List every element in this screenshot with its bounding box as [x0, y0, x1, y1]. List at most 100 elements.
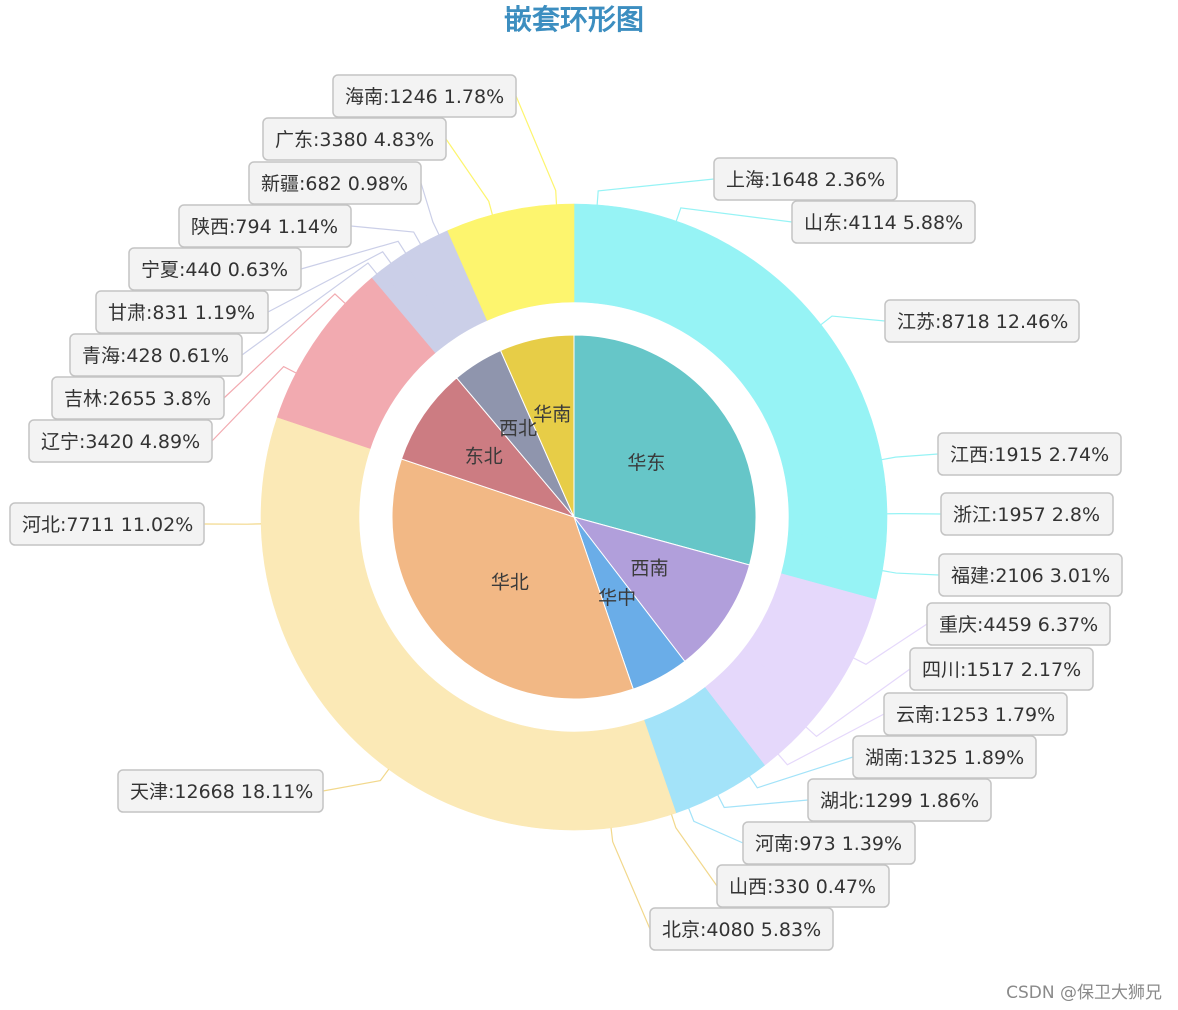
- callout-box: [938, 553, 1123, 597]
- callout-box: [332, 74, 517, 118]
- callout-江苏: 江苏:8718 12.46%: [884, 299, 1080, 343]
- callout-box: [716, 864, 890, 908]
- callout-辽宁: 辽宁:3420 4.89%: [28, 419, 213, 463]
- inner-slice-华南: [499, 334, 575, 518]
- callout-box: [248, 161, 422, 205]
- callout-label: 陕西:794 1.14%: [191, 216, 338, 238]
- callout-box: [95, 290, 269, 334]
- leader-line-重庆: [853, 623, 928, 665]
- leader-line-海南: [515, 95, 558, 205]
- leader-line-辽宁: [211, 365, 297, 442]
- callout-上海: 上海:1648 2.36%: [713, 157, 898, 201]
- inner-label-华南: 华南: [533, 404, 571, 426]
- leader-line-湖南: [748, 756, 854, 789]
- callout-label: 江苏:8718 12.46%: [897, 311, 1068, 333]
- callout-box: [937, 432, 1122, 476]
- inner-label-西北: 西北: [499, 417, 537, 439]
- callout-box: [117, 769, 324, 813]
- callout-box: [807, 778, 992, 822]
- watermark: CSDN @保卫大狮兄: [1006, 983, 1162, 1003]
- outer-slice-海南: [538, 203, 575, 304]
- callout-label: 福建:2106 3.01%: [951, 565, 1110, 587]
- callout-label: 云南:1253 1.79%: [896, 704, 1055, 726]
- inner-label-西南: 西南: [631, 558, 669, 580]
- callout-四川: 四川:1517 2.17%: [909, 647, 1094, 691]
- leader-line-新疆: [420, 182, 440, 235]
- callout-天津: 天津:12668 18.11%: [117, 769, 324, 813]
- callout-box: [742, 821, 916, 865]
- leader-line-甘肃: [267, 251, 392, 313]
- callout-江西: 江西:1915 2.74%: [937, 432, 1122, 476]
- callout-box: [883, 692, 1068, 736]
- leader-line-吉林: [223, 293, 346, 399]
- inner-label-东北: 东北: [465, 446, 503, 468]
- leader-line-天津: [322, 768, 390, 792]
- callout-北京: 北京:4080 5.83%: [649, 907, 834, 951]
- callout-label: 广东:3380 4.83%: [275, 129, 434, 151]
- callout-labels: 上海:1648 2.36% 山东:4114 5.88% 江苏:8718 12.46%…: [9, 74, 1123, 951]
- inner-slice-东北: [400, 377, 576, 519]
- callout-云南: 云南:1253 1.79%: [883, 692, 1068, 736]
- callout-box: [852, 735, 1037, 779]
- callout-新疆: 新疆:682 0.98%: [248, 161, 422, 205]
- outer-slice-浙江: [787, 486, 888, 542]
- callout-label: 北京:4080 5.83%: [662, 919, 821, 941]
- callout-box: [909, 647, 1094, 691]
- callout-陕西: 陕西:794 1.14%: [178, 204, 352, 248]
- callout-重庆: 重庆:4459 6.37%: [926, 602, 1111, 646]
- callout-湖南: 湖南:1325 1.89%: [852, 735, 1037, 779]
- callout-box: [51, 376, 225, 420]
- inner-slice-华东: [573, 334, 757, 566]
- callout-box: [649, 907, 834, 951]
- leader-line-河南: [688, 808, 744, 844]
- callout-label: 天津:12668 18.11%: [130, 781, 313, 803]
- leader-line-北京: [610, 827, 651, 930]
- leader-line-湖北: [717, 794, 809, 809]
- leader-line-江苏: [820, 315, 886, 326]
- callout-label: 新疆:682 0.98%: [261, 173, 408, 195]
- callout-box: [128, 247, 302, 291]
- callout-label: 辽宁:3420 4.89%: [41, 431, 200, 453]
- callout-海南: 海南:1246 1.78%: [332, 74, 517, 118]
- callout-label: 河北:7711 11.02%: [22, 514, 193, 536]
- callout-label: 浙江:1957 2.8%: [953, 504, 1100, 526]
- callout-label: 江西:1915 2.74%: [950, 444, 1109, 466]
- callout-label: 海南:1246 1.78%: [345, 86, 504, 108]
- leader-line-宁夏: [300, 240, 407, 270]
- leader-line-云南: [777, 713, 885, 766]
- callout-甘肃: 甘肃:831 1.19%: [95, 290, 269, 334]
- callout-box: [178, 204, 352, 248]
- callout-label: 山西:330 0.47%: [729, 876, 876, 898]
- callout-山东: 山东:4114 5.88%: [791, 200, 976, 244]
- callout-浙江: 浙江:1957 2.8%: [940, 492, 1114, 536]
- inner-slice-西南: [572, 516, 751, 663]
- callout-吉林: 吉林:2655 3.8%: [51, 376, 225, 420]
- callout-label: 河南:973 1.39%: [755, 833, 902, 855]
- callout-河南: 河南:973 1.39%: [742, 821, 916, 865]
- callout-label: 吉林:2655 3.8%: [64, 388, 211, 410]
- leader-line-四川: [805, 668, 911, 738]
- callout-label: 宁夏:440 0.63%: [141, 259, 288, 281]
- outer-slice-河北: [260, 416, 374, 631]
- leader-line-山东: [675, 207, 793, 223]
- leader-line-江西: [881, 453, 939, 461]
- callout-广东: 广东:3380 4.83%: [262, 117, 447, 161]
- leader-line-陕西: [350, 225, 422, 245]
- inner-label-华中: 华中: [598, 587, 636, 609]
- leader-line-福建: [882, 570, 940, 576]
- callout-box: [28, 419, 213, 463]
- callout-label: 甘肃:831 1.19%: [108, 302, 255, 324]
- outer-slice-天津: [281, 594, 561, 830]
- callout-label: 上海:1648 2.36%: [726, 169, 885, 191]
- callout-湖北: 湖北:1299 1.86%: [807, 778, 992, 822]
- callout-label: 湖北:1299 1.86%: [820, 790, 979, 812]
- inner-label-华北: 华北: [491, 572, 529, 594]
- callout-青海: 青海:428 0.61%: [69, 333, 243, 377]
- callout-box: [9, 502, 205, 546]
- callout-label: 湖南:1325 1.89%: [865, 747, 1024, 769]
- callout-box: [940, 492, 1114, 536]
- callout-河北: 河北:7711 11.02%: [9, 502, 205, 546]
- callout-box: [69, 333, 243, 377]
- callout-label: 四川:1517 2.17%: [922, 659, 1081, 681]
